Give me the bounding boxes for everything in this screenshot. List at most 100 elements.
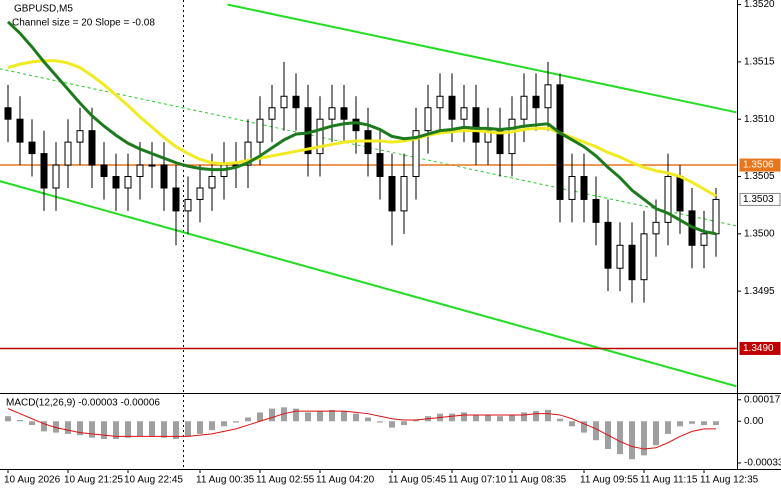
price-label: 1.3490 — [743, 343, 774, 354]
candle-body — [64, 141, 72, 166]
candle-body — [676, 176, 684, 212]
candle-body — [76, 130, 84, 143]
trend-line — [227, 3, 737, 114]
candle-body — [592, 198, 600, 223]
y-tick-label: 1.3500 — [744, 228, 775, 239]
macd-bar — [413, 420, 419, 422]
candle-body — [112, 176, 120, 189]
candle-body — [172, 187, 180, 212]
x-tick-label: 10 Aug 22:45 — [124, 475, 183, 486]
macd-bar — [497, 416, 503, 422]
price-label-box — [739, 341, 781, 355]
candle-body — [340, 107, 348, 120]
candle-body — [16, 118, 24, 143]
macd-bar — [185, 421, 191, 437]
macd-bar — [581, 421, 587, 433]
macd-bar — [29, 421, 35, 426]
macd-bar — [617, 421, 623, 455]
trend-line — [0, 180, 737, 388]
y-tick-label: 1.3520 — [744, 0, 775, 10]
macd-bar — [101, 421, 107, 439]
x-tick-label: 11 Aug 11:15 — [640, 475, 698, 486]
macd-bar — [149, 421, 155, 437]
y-tick-label: 1.3505 — [744, 171, 775, 182]
macd-bar — [329, 409, 335, 422]
moving-average — [7, 59, 717, 198]
candle-body — [652, 221, 660, 235]
candle-body — [292, 95, 300, 109]
candle-body — [472, 107, 480, 143]
candle-body — [664, 176, 672, 223]
candle-body — [388, 176, 396, 212]
macd-bar — [161, 421, 167, 438]
candle-body — [460, 107, 468, 120]
x-tick-label: 11 Aug 04:20 — [316, 475, 375, 486]
macd-bar — [389, 421, 395, 428]
macd-bar — [377, 421, 383, 423]
macd-bar — [365, 417, 371, 422]
candle-body — [616, 244, 624, 269]
chart-title: GBPUSD,M5 — [14, 4, 73, 15]
macd-bar — [125, 421, 131, 438]
chart-subtitle: Channel size = 20 Slope = -0.08 — [12, 18, 155, 29]
macd-bar — [245, 417, 251, 422]
candle-body — [184, 198, 192, 212]
macd-bar — [461, 412, 467, 422]
y-tick-label: 1.3495 — [744, 286, 775, 297]
macd-bar — [545, 409, 551, 422]
x-tick-label: 11 Aug 02:55 — [256, 475, 315, 486]
x-tick-label: 11 Aug 00:35 — [196, 475, 255, 486]
macd-bar — [533, 411, 539, 422]
macd-bar — [341, 411, 347, 422]
candle-body — [400, 176, 408, 212]
candle-body — [256, 118, 264, 143]
candle-body — [700, 233, 708, 246]
macd-bar — [233, 421, 239, 423]
macd-bar — [293, 408, 299, 422]
price-label: 1.3506 — [743, 160, 774, 171]
candle-body — [52, 164, 60, 189]
candle-body — [208, 176, 216, 189]
macd-bar — [317, 411, 323, 422]
candle-body — [544, 84, 552, 109]
candle-body — [136, 164, 144, 178]
macd-bar — [305, 412, 311, 422]
macd-bar — [65, 421, 71, 434]
macd-bar — [701, 421, 707, 426]
macd-bar — [401, 421, 407, 426]
macd-bar — [557, 418, 563, 422]
candle-body — [160, 164, 168, 189]
macd-bar — [41, 421, 47, 432]
macd-bar — [17, 420, 23, 422]
x-tick-label: 11 Aug 09:55 — [580, 475, 639, 486]
candle-body — [508, 118, 516, 155]
x-tick-label: 10 Aug 21:25 — [64, 475, 123, 486]
macd-bar — [77, 421, 83, 436]
macd-bar — [509, 414, 515, 422]
macd-bar — [137, 421, 143, 437]
macd-bar — [569, 421, 575, 427]
candle-body — [376, 153, 384, 178]
macd-signal-line — [7, 408, 716, 450]
macd-bar — [641, 421, 647, 456]
macd-bar — [209, 421, 215, 431]
macd-bar — [665, 421, 671, 434]
candle-body — [304, 107, 312, 155]
macd-bar — [353, 413, 359, 422]
macd-bar — [473, 414, 479, 422]
macd-bar — [5, 416, 11, 422]
candle-body — [568, 176, 576, 200]
macd-bar — [653, 421, 659, 446]
x-tick-label: 11 Aug 05:45 — [388, 475, 447, 486]
candle-body — [448, 95, 456, 120]
candle-body — [580, 176, 588, 200]
macd-title: MACD(12,26,9) -0.00003 -0.00006 — [6, 398, 160, 409]
candle-body — [352, 118, 360, 132]
macd-bar — [113, 421, 119, 439]
x-tick-label: 11 Aug 07:10 — [448, 475, 507, 486]
candle-body — [640, 233, 648, 281]
candle-body — [436, 95, 444, 109]
candle-body — [268, 107, 276, 120]
